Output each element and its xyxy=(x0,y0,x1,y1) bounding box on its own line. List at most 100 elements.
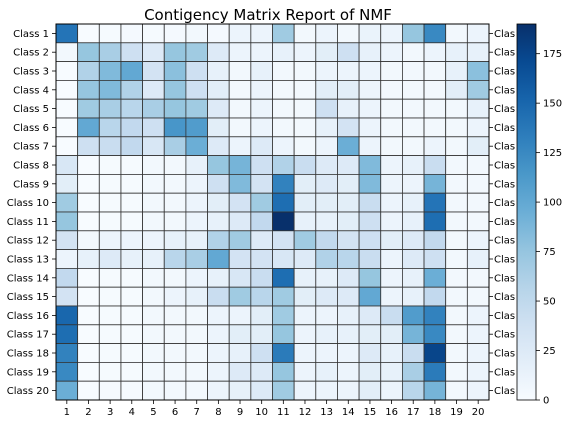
heatmap-cell xyxy=(163,80,187,100)
heatmap-cell xyxy=(272,23,295,44)
heatmap-cell xyxy=(337,380,360,401)
heatmap-cell xyxy=(380,117,403,138)
x-tick-label: 4 xyxy=(129,407,135,418)
heatmap-cell xyxy=(380,42,403,62)
heatmap-cell xyxy=(77,80,100,100)
y-tick-label: Class 11 xyxy=(7,217,49,228)
heatmap-cell xyxy=(315,343,338,363)
heatmap-cell xyxy=(207,80,230,100)
heatmap-cell xyxy=(401,98,425,119)
heatmap-cell xyxy=(293,361,317,382)
heatmap-cell xyxy=(163,23,187,44)
heatmap-cell xyxy=(142,42,165,62)
heatmap-cell xyxy=(401,286,425,307)
heatmap-cell xyxy=(358,267,382,288)
y-tick-label: Class 1 xyxy=(13,29,49,40)
heatmap-cell xyxy=(142,361,165,382)
heatmap-cell xyxy=(293,173,317,194)
colorbar-tick-label: 125 xyxy=(543,148,562,159)
heatmap-cell xyxy=(250,42,273,62)
heatmap-cell xyxy=(358,173,382,194)
heatmap-cell xyxy=(120,173,143,194)
heatmap-cell xyxy=(228,42,252,62)
heatmap-cell xyxy=(163,117,187,138)
heatmap-cell xyxy=(445,230,468,251)
y-tick-label: Class 20 xyxy=(7,386,49,397)
heatmap-cell xyxy=(142,117,165,138)
heatmap-cell xyxy=(401,230,425,251)
heatmap-cell xyxy=(55,286,79,307)
heatmap-cell xyxy=(358,286,382,307)
heatmap-cell xyxy=(272,361,295,382)
heatmap-cell xyxy=(120,361,143,382)
heatmap-cell xyxy=(401,173,425,194)
heatmap-cell xyxy=(315,117,338,138)
heatmap-cell xyxy=(423,343,447,363)
heatmap-cell xyxy=(228,173,252,194)
heatmap-cell xyxy=(445,192,468,213)
heatmap-cell xyxy=(401,42,425,62)
heatmap-cell xyxy=(337,230,360,251)
heatmap-cell xyxy=(358,192,382,213)
heatmap-cell xyxy=(228,80,252,100)
heatmap-cell xyxy=(207,155,230,175)
heatmap-cell xyxy=(293,211,317,232)
heatmap-cell xyxy=(250,80,273,100)
heatmap-cell xyxy=(120,61,143,81)
heatmap-cell xyxy=(163,173,187,194)
right-tick-label: Clas xyxy=(494,123,515,134)
heatmap-cell xyxy=(55,98,79,119)
heatmap-cell xyxy=(401,361,425,382)
heatmap-cell xyxy=(98,42,122,62)
right-tick-label: Clas xyxy=(494,104,515,115)
heatmap-cell xyxy=(293,343,317,363)
heatmap-cell xyxy=(250,305,273,326)
heatmap-cell xyxy=(380,324,403,344)
heatmap-cell xyxy=(98,61,122,81)
heatmap-cell xyxy=(207,380,230,401)
heatmap-cell xyxy=(207,136,230,157)
heatmap-cell xyxy=(163,211,187,232)
heatmap-cell xyxy=(380,173,403,194)
heatmap-cell xyxy=(98,211,122,232)
heatmap-cell xyxy=(185,211,208,232)
heatmap-cell xyxy=(272,267,295,288)
y-tick-label: Class 13 xyxy=(7,255,49,266)
heatmap-cell xyxy=(380,286,403,307)
heatmap-cell xyxy=(337,324,360,344)
heatmap-cell xyxy=(163,324,187,344)
y-tick-label: Class 17 xyxy=(7,330,49,341)
heatmap-cell xyxy=(142,61,165,81)
heatmap-cell xyxy=(315,42,338,62)
right-tick-labels: Clas Clas Clas Clas Clas Clas Clas Clas Clas Clas… xyxy=(489,29,515,397)
heatmap-cell xyxy=(337,98,360,119)
heatmap-cell xyxy=(445,249,468,269)
heatmap-cell xyxy=(55,305,79,326)
heatmap-cell xyxy=(380,23,403,44)
heatmap-cell xyxy=(142,192,165,213)
colorbar: 0 25 50 75 100 125 150 175 xyxy=(516,23,562,407)
heatmap-cell xyxy=(466,286,490,307)
heatmap-cell xyxy=(207,173,230,194)
heatmap-cell xyxy=(380,155,403,175)
heatmap-cell xyxy=(380,61,403,81)
heatmap-cell xyxy=(163,286,187,307)
plot-frame xyxy=(55,23,490,401)
heatmap-cell xyxy=(163,98,187,119)
heatmap-cell xyxy=(315,267,338,288)
heatmap-cell xyxy=(380,361,403,382)
x-tick-label: 17 xyxy=(407,407,420,418)
x-tick-label: 1 xyxy=(64,407,70,418)
heatmap-cell xyxy=(337,155,360,175)
heatmap-cell xyxy=(337,343,360,363)
heatmap-cell xyxy=(77,117,100,138)
heatmap-cell xyxy=(77,230,100,251)
heatmap-cell xyxy=(55,380,79,401)
heatmap-cell xyxy=(358,117,382,138)
right-tick-label: Clas xyxy=(494,67,515,78)
heatmap-cell xyxy=(337,23,360,44)
heatmap-cell xyxy=(380,230,403,251)
x-tick-label: 6 xyxy=(172,407,178,418)
right-tick-label: Clas xyxy=(494,330,515,341)
heatmap-cell xyxy=(98,305,122,326)
